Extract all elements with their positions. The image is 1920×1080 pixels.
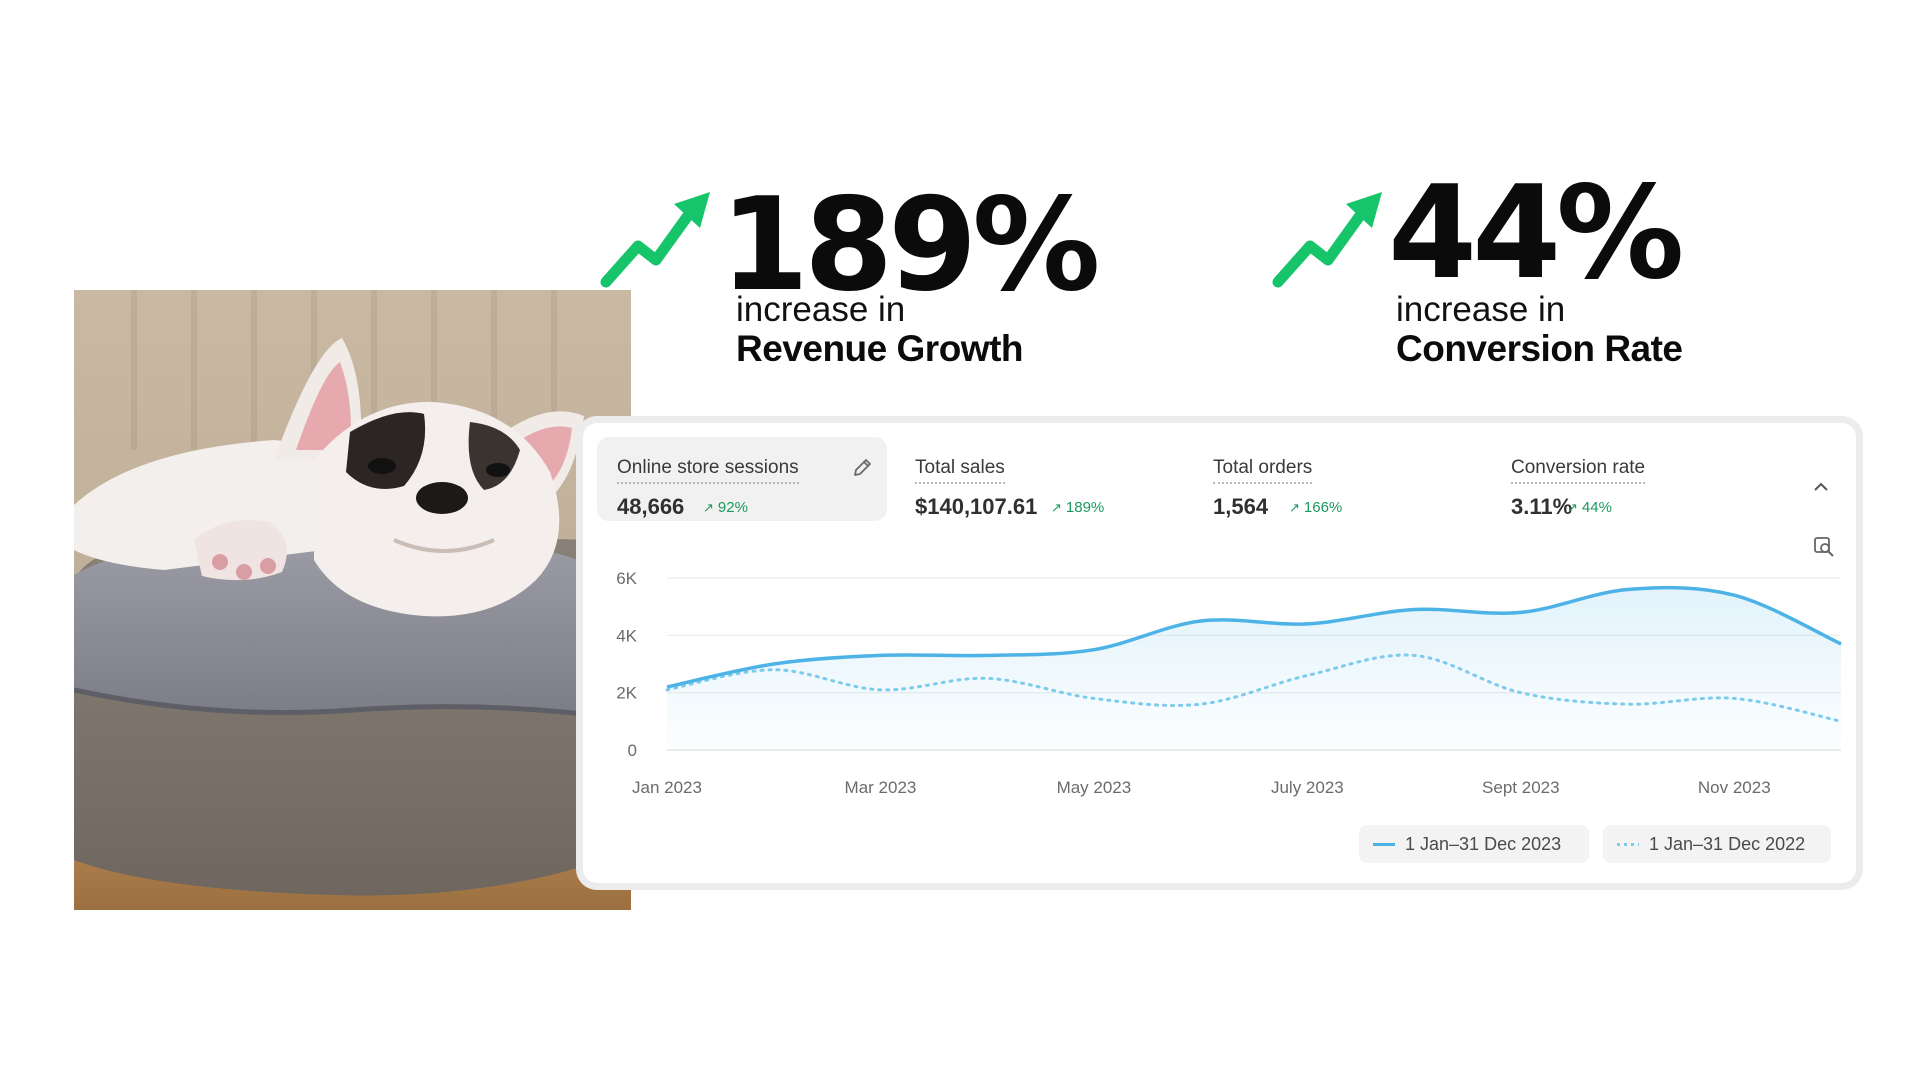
pencil-icon[interactable] (851, 457, 873, 484)
data-point-2023 (1412, 608, 1416, 612)
kpi-online-store-sessions[interactable]: Online store sessions 48,666 ↗ 92% (597, 437, 887, 521)
area-fill-2023 (667, 587, 1841, 750)
puppy-photo (74, 290, 631, 910)
x-tick-label: Mar 2023 (845, 778, 917, 797)
data-point-2022 (1519, 691, 1523, 695)
arrow-up-right-icon: ↗ (1567, 500, 1578, 515)
arrow-up-right-icon: ↗ (703, 500, 714, 515)
kpi-delta: ↗ 166% (1289, 499, 1343, 516)
data-point-2022 (1305, 673, 1309, 677)
chevron-up-icon[interactable] (1812, 479, 1830, 497)
analytics-card: Online store sessions 48,666 ↗ 92% Total … (583, 423, 1856, 883)
legend-solid-swatch (1373, 843, 1395, 846)
data-point-2022 (1412, 653, 1416, 657)
legend-label: 1 Jan–31 Dec 2023 (1405, 834, 1562, 854)
kpi-label: Total orders (1213, 457, 1313, 484)
trend-up-arrow-icon (1272, 192, 1382, 288)
data-point-2022 (1626, 702, 1630, 706)
y-tick-label: 6K (616, 569, 637, 588)
y-tick-label: 2K (616, 684, 637, 703)
kpi-value: 3.11% (1511, 494, 1573, 519)
stat-metric: Revenue Growth (736, 328, 1024, 369)
sessions-line-chart: 6K 4K 2K 0 Jan 2023 Mar 2023 May 2023 July 202… (616, 569, 1843, 797)
data-point-2022 (772, 668, 776, 672)
kpi-value: 48,666 (617, 494, 685, 519)
data-point-2022 (665, 688, 669, 692)
stat-caption: increase in (736, 290, 906, 329)
kpi-value: $140,107.61 (915, 494, 1038, 519)
data-point-2022 (1839, 719, 1843, 723)
kpi-value: 1,564 (1213, 494, 1269, 519)
kpi-delta: ↗ 189% (1051, 499, 1105, 516)
stat-caption: increase in (1396, 290, 1566, 329)
legend-label: 1 Jan–31 Dec 2022 (1649, 834, 1806, 854)
zoom-icon[interactable] (1812, 535, 1836, 564)
x-tick-label: Nov 2023 (1698, 778, 1771, 797)
data-point-2022 (985, 676, 989, 680)
data-point-2023 (772, 662, 776, 666)
kpi-label: Online store sessions (617, 457, 799, 484)
stat-metric: Conversion Rate (1396, 328, 1683, 369)
stat-conversion-rate: 44% increase in Conversion Rate (1272, 170, 1692, 370)
legend-dotted-swatch (1617, 843, 1639, 846)
stat-value: 44% (1388, 159, 1684, 308)
legend-item-2023[interactable]: 1 Jan–31 Dec 2023 (1359, 825, 1589, 863)
stat-revenue-growth: 189% increase in Revenue Growth (600, 180, 1100, 370)
arrow-up-right-icon: ↗ (1289, 500, 1300, 515)
arrow-up-right-icon: ↗ (1051, 500, 1062, 515)
data-point-2023 (1626, 587, 1630, 591)
kpi-delta: ↗ 92% (703, 499, 748, 516)
x-tick-label: Sept 2023 (1482, 778, 1560, 797)
kpi-total-sales[interactable]: Total sales $140,107.61 ↗ 189% (895, 437, 1185, 521)
y-tick-label: 4K (616, 626, 637, 645)
data-point-2023 (985, 653, 989, 657)
data-point-2022 (1199, 702, 1203, 706)
data-point-2022 (1092, 696, 1096, 700)
stat-value: 189% (720, 171, 1100, 320)
x-tick-label: Jan 2023 (632, 778, 702, 797)
data-point-2023 (1199, 619, 1203, 623)
data-point-2023 (1092, 648, 1096, 652)
trend-up-arrow-icon (600, 192, 710, 288)
data-point-2023 (1732, 593, 1736, 597)
legend-item-2022[interactable]: 1 Jan–31 Dec 2022 (1603, 825, 1831, 863)
kpi-label: Total sales (915, 457, 1005, 484)
y-tick-label: 0 (628, 741, 637, 760)
series-line-2023 (666, 585, 1842, 689)
data-point-2023 (1305, 622, 1309, 626)
series-line-2022 (665, 653, 1843, 723)
x-tick-label: May 2023 (1057, 778, 1132, 797)
kpi-delta: ↗ 44% (1567, 499, 1612, 516)
kpi-conversion-rate[interactable]: Conversion rate 3.11% ↗ 44% (1491, 437, 1781, 521)
data-point-2022 (878, 688, 882, 692)
x-tick-label: July 2023 (1271, 778, 1344, 797)
data-point-2023 (878, 653, 882, 657)
data-point-2023 (1519, 610, 1523, 614)
kpi-label: Conversion rate (1511, 457, 1646, 484)
data-point-2023 (1839, 642, 1843, 646)
data-point-2022 (1732, 696, 1736, 700)
kpi-total-orders[interactable]: Total orders 1,564 ↗ 166% (1193, 437, 1483, 521)
